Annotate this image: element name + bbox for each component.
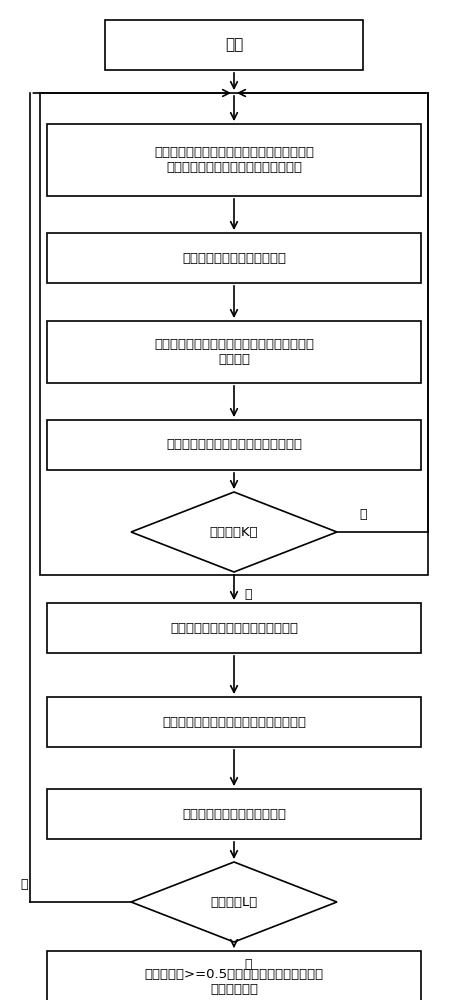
Text: 开始: 开始 — [225, 37, 243, 52]
Bar — [47, 420, 421, 470]
Bar — [40, 93, 428, 575]
Text: 是否循环L次: 是否循环L次 — [211, 896, 257, 908]
Text: 求每个测试集属于正样本的平均概率: 求每个测试集属于正样本的平均概率 — [170, 621, 298, 635]
Bar — [47, 233, 421, 283]
Text: 是: 是 — [244, 958, 252, 970]
Text: 对于测试集进行预测，获得每个样本属于正样
本的概率: 对于测试集进行预测，获得每个样本属于正样 本的概率 — [154, 338, 314, 366]
Bar — [47, 321, 421, 383]
Text: 将平均概率>=0.5的样本标记为正样本，其余
标记为负样本: 将平均概率>=0.5的样本标记为正样本，其余 标记为负样本 — [145, 968, 323, 996]
Polygon shape — [131, 492, 337, 572]
Bar — [105, 20, 363, 70]
Text: 否: 否 — [359, 507, 366, 520]
Text: 根据平均正样本概率对于测试集进行分组: 根据平均正样本概率对于测试集进行分组 — [162, 716, 306, 728]
Text: 建立径向基神经网络预测模型: 建立径向基神经网络预测模型 — [182, 251, 286, 264]
Text: 重新构建虚拟无标签样本集合: 重新构建虚拟无标签样本集合 — [182, 808, 286, 820]
Text: 随机挑选部分无标签数据和所有正样本数据作
为训练集，其余无标签数据作为测试集: 随机挑选部分无标签数据和所有正样本数据作 为训练集，其余无标签数据作为测试集 — [154, 146, 314, 174]
Text: 否: 否 — [21, 878, 28, 890]
Bar — [47, 789, 421, 839]
Polygon shape — [131, 862, 337, 942]
Bar — [47, 697, 421, 747]
Text: 是: 是 — [244, 587, 252, 600]
Text: 是否循环K次: 是否循环K次 — [210, 526, 258, 538]
Bar — [47, 603, 421, 653]
Text: 记录每个测试集样本属于正样本的概率: 记录每个测试集样本属于正样本的概率 — [166, 438, 302, 452]
Bar — [47, 951, 421, 1000]
Bar — [47, 124, 421, 196]
